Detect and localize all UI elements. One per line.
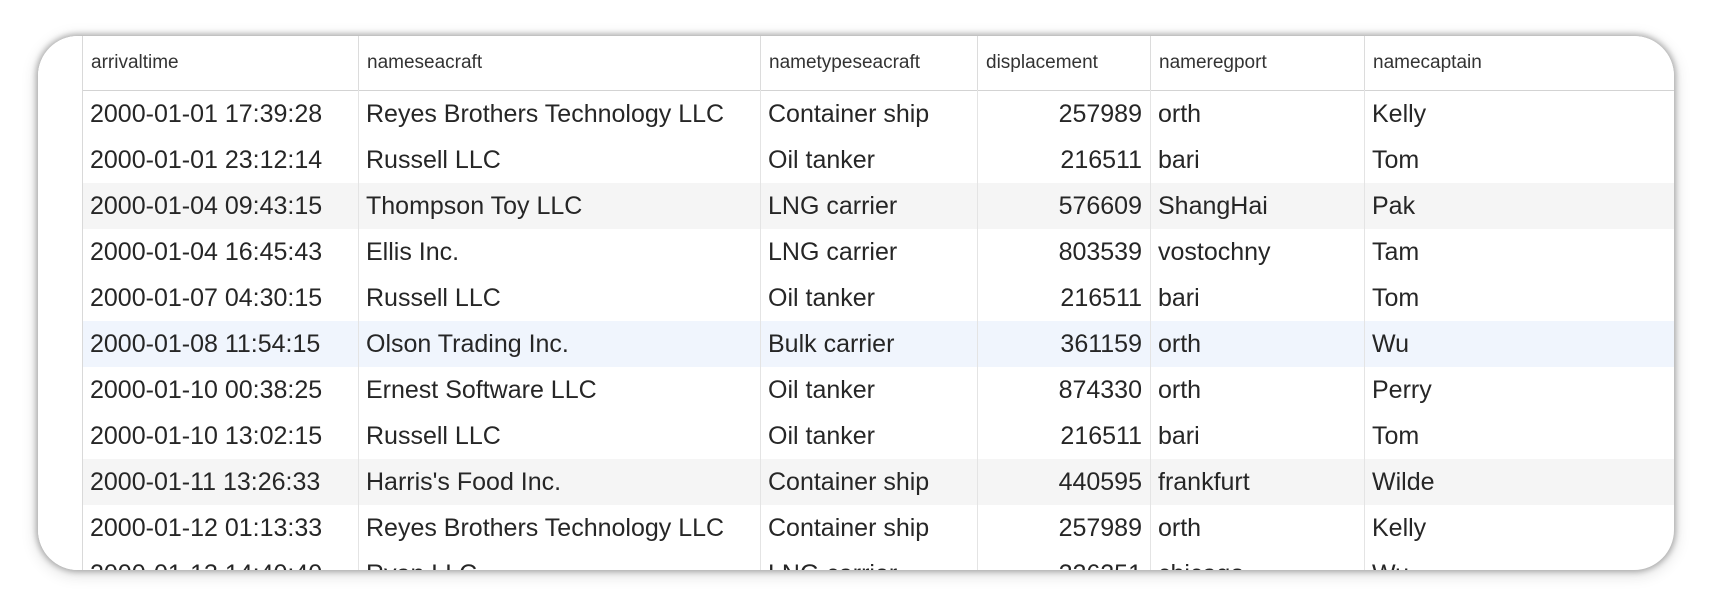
column-divider xyxy=(1364,90,1365,570)
cell-namecaptain[interactable]: Pak xyxy=(1372,192,1416,220)
cell-nameregport[interactable]: ShangHai xyxy=(1158,192,1268,220)
cell-namecaptain[interactable]: Tom xyxy=(1372,422,1420,450)
cell-arrivaltime[interactable]: 2000-01-10 13:02:15 xyxy=(90,422,323,450)
cell-nametypeseacraft[interactable]: Container ship xyxy=(768,468,930,496)
cell-nameregport[interactable]: orth xyxy=(1158,330,1202,358)
cell-arrivaltime[interactable]: 2000-01-10 00:38:25 xyxy=(90,376,323,404)
cell-displacement[interactable]: 874330 xyxy=(1058,376,1142,404)
column-header-nameregport[interactable]: nameregport xyxy=(1150,36,1364,90)
cell-nameseacraft[interactable]: Thompson Toy LLC xyxy=(366,192,583,220)
cell-nametypeseacraft[interactable]: LNG carrier xyxy=(768,192,898,220)
table-row[interactable]: 2000-01-04 09:43:15 Thompson Toy LLC LNG c… xyxy=(38,183,1674,229)
cell-nameregport[interactable]: orth xyxy=(1158,514,1202,542)
table-row[interactable]: 2000-01-10 00:38:25 Ernest Software LLC Oi… xyxy=(38,367,1674,413)
column-header-nameseacraft[interactable]: nameseacraft xyxy=(358,36,760,90)
cell-displacement[interactable]: 257989 xyxy=(1058,100,1142,128)
cell-nameseacraft[interactable]: Ellis Inc. xyxy=(366,238,460,266)
cell-namecaptain[interactable]: Tom xyxy=(1372,284,1420,312)
cell-displacement[interactable]: 440595 xyxy=(1058,468,1142,496)
cell-displacement[interactable]: 361159 xyxy=(1060,330,1142,358)
cell-arrivaltime[interactable]: 2000-01-01 17:39:28 xyxy=(90,100,323,128)
cell-namecaptain[interactable]: Wu xyxy=(1364,551,1674,570)
cell-nameseacraft[interactable]: Reyes Brothers Technology LLC xyxy=(366,100,725,128)
cell-arrivaltime[interactable]: 2000-01-04 16:45:43 xyxy=(90,238,323,266)
cell-nametypeseacraft[interactable]: Oil tanker xyxy=(768,422,875,450)
cell-arrivaltime[interactable]: 2000-01-01 23:12:14 xyxy=(90,146,323,174)
cell-nameseacraft[interactable]: Ryan LLC xyxy=(358,551,760,570)
column-divider xyxy=(358,90,359,570)
cell-arrivaltime[interactable]: 2000-01-07 04:30:15 xyxy=(90,284,323,312)
column-header-arrivaltime[interactable]: arrivaltime xyxy=(82,36,358,90)
cell-namecaptain[interactable]: Wu xyxy=(1372,330,1410,358)
cell-nameregport[interactable]: frankfurt xyxy=(1158,468,1250,496)
cell-nametypeseacraft[interactable]: Container ship xyxy=(768,514,930,542)
table-row[interactable]: 2000-01-01 23:12:14 Russell LLC Oil tanker… xyxy=(38,137,1674,183)
table-row[interactable]: 2000-01-01 17:39:28 Reyes Brothers Techno… xyxy=(38,91,1674,137)
cell-arrivaltime[interactable]: 2000-01-04 09:43:15 xyxy=(90,192,323,220)
cell-namecaptain[interactable]: Tam xyxy=(1372,238,1420,266)
cell-arrivaltime[interactable]: 2000-01-08 11:54:15 xyxy=(90,330,321,358)
cell-arrivaltime[interactable]: 2000-01-13 14:40:40 xyxy=(82,551,358,570)
cell-nameregport[interactable]: bari xyxy=(1158,146,1200,174)
cell-nameregport[interactable]: chicago xyxy=(1150,551,1364,570)
cell-nameregport[interactable]: vostochny xyxy=(1158,238,1271,266)
cell-namecaptain[interactable]: Kelly xyxy=(1372,514,1427,542)
table-body: 2000-01-01 17:39:28 Reyes Brothers Techno… xyxy=(38,91,1674,570)
cell-nametypeseacraft[interactable]: LNG carrier xyxy=(768,238,898,266)
cell-namecaptain[interactable]: Tom xyxy=(1372,146,1420,174)
cell-nameseacraft[interactable]: Harris's Food Inc. xyxy=(366,468,562,496)
cell-namecaptain[interactable]: Wilde xyxy=(1372,468,1435,496)
cell-displacement[interactable]: 216511 xyxy=(1060,146,1142,174)
table-row[interactable]: 2000-01-10 13:02:15 Russell LLC Oil tanker… xyxy=(38,413,1674,459)
column-header-namecaptain[interactable]: namecaptain xyxy=(1364,36,1674,90)
table-row[interactable]: 2000-01-07 04:30:15 Russell LLC Oil tanker… xyxy=(38,275,1674,321)
row-number-gutter[interactable] xyxy=(38,36,83,570)
table-row[interactable]: 2000-01-12 01:13:33 Reyes Brothers Techno… xyxy=(38,505,1674,551)
cell-arrivaltime[interactable]: 2000-01-12 01:13:33 xyxy=(90,514,323,542)
cell-nametypeseacraft[interactable]: Oil tanker xyxy=(768,376,875,404)
cell-nameseacraft[interactable]: Russell LLC xyxy=(366,146,501,174)
cell-namecaptain[interactable]: Perry xyxy=(1372,376,1432,404)
cell-nametypeseacraft[interactable]: Container ship xyxy=(768,100,930,128)
cell-nameseacraft[interactable]: Russell LLC xyxy=(366,284,501,312)
cell-nameseacraft[interactable]: Olson Trading Inc. xyxy=(366,330,569,358)
cell-nametypeseacraft[interactable]: LNG carrier xyxy=(760,551,977,570)
table-row[interactable]: 2000-01-11 13:26:33 Harris's Food Inc. Con… xyxy=(38,459,1674,505)
column-header-nametypeseacraft[interactable]: nametypeseacraft xyxy=(760,36,977,90)
table-header: arrivaltime nameseacraft nametypeseacraf… xyxy=(38,36,1674,91)
cell-displacement[interactable]: 216511 xyxy=(1060,422,1142,450)
cell-nametypeseacraft[interactable]: Bulk carrier xyxy=(768,330,895,358)
table-row[interactable]: 2000-01-04 16:45:43 Ellis Inc. LNG carrier… xyxy=(38,229,1674,275)
cell-nameseacraft[interactable]: Ernest Software LLC xyxy=(366,376,597,404)
cell-nametypeseacraft[interactable]: Oil tanker xyxy=(768,146,875,174)
cell-nameregport[interactable]: orth xyxy=(1158,376,1202,404)
cell-nameseacraft[interactable]: Russell LLC xyxy=(366,422,501,450)
cell-nameregport[interactable]: bari xyxy=(1158,284,1200,312)
column-divider xyxy=(760,90,761,570)
cell-nameregport[interactable]: orth xyxy=(1158,100,1202,128)
cell-displacement[interactable]: 803539 xyxy=(1058,238,1142,266)
cell-namecaptain[interactable]: Kelly xyxy=(1372,100,1427,128)
cell-displacement[interactable]: 216511 xyxy=(1060,284,1142,312)
column-divider xyxy=(1150,90,1151,570)
cell-displacement[interactable]: 257989 xyxy=(1058,514,1142,542)
cell-displacement[interactable]: 576609 xyxy=(1058,192,1142,220)
cell-arrivaltime[interactable]: 2000-01-11 13:26:33 xyxy=(90,468,321,496)
cell-displacement[interactable]: 226251 xyxy=(977,551,1150,570)
column-divider xyxy=(977,90,978,570)
cell-nameregport[interactable]: bari xyxy=(1158,422,1200,450)
cell-nameseacraft[interactable]: Reyes Brothers Technology LLC xyxy=(366,514,725,542)
column-header-displacement[interactable]: displacement xyxy=(977,36,1150,90)
table-row[interactable]: 2000-01-08 11:54:15 Olson Trading Inc. Bul… xyxy=(38,321,1674,367)
data-table-window: arrivaltime nameseacraft nametypeseacraf… xyxy=(38,36,1674,570)
cell-nametypeseacraft[interactable]: Oil tanker xyxy=(768,284,875,312)
